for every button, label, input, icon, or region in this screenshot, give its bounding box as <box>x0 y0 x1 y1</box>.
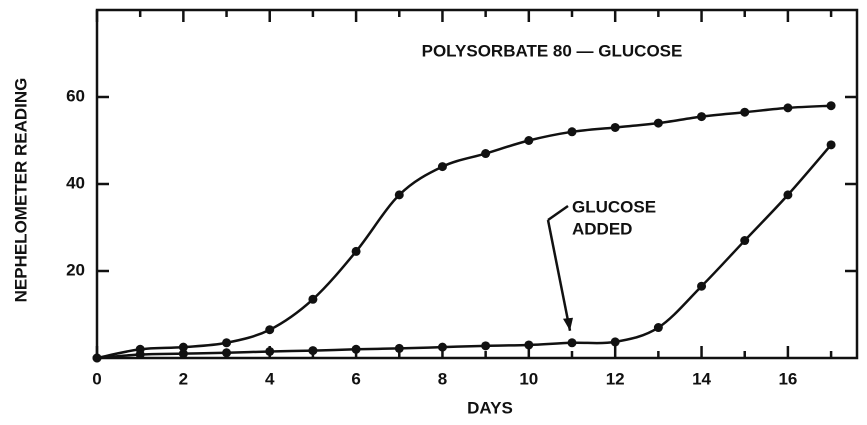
x-tick-label: 6 <box>351 369 360 388</box>
data-point <box>308 346 318 356</box>
data-point <box>351 246 361 256</box>
series-line <box>96 104 832 360</box>
data-point <box>351 344 361 354</box>
data-point <box>697 281 707 291</box>
x-axis-label: DAYS <box>467 398 513 417</box>
y-tick-label: 20 <box>66 260 85 279</box>
data-point <box>610 122 620 132</box>
data-point <box>610 337 620 347</box>
data-point <box>481 149 491 159</box>
annotation: GLUCOSE <box>572 197 656 216</box>
data-point <box>135 350 145 360</box>
data-point <box>783 190 793 200</box>
data-point <box>783 103 793 113</box>
plot-frame <box>95 8 859 360</box>
y-tick-label: 60 <box>66 86 85 105</box>
x-tick-label: 8 <box>438 369 447 388</box>
data-point <box>394 190 404 200</box>
data-point <box>178 342 188 352</box>
data-point <box>437 162 447 172</box>
data-point <box>697 112 707 122</box>
data-point <box>481 341 491 351</box>
data-point <box>524 340 534 350</box>
data-point <box>308 294 318 304</box>
data-point <box>437 342 447 352</box>
data-point <box>740 236 750 246</box>
data-point <box>265 325 275 335</box>
x-tick-label: 10 <box>519 369 538 388</box>
x-tick-label: 2 <box>179 369 188 388</box>
data-point <box>265 346 275 356</box>
data-point <box>826 140 836 150</box>
annotation: ADDED <box>572 219 632 238</box>
data-point <box>740 107 750 117</box>
x-tick-label: 0 <box>92 369 101 388</box>
data-point <box>524 136 534 145</box>
x-tick-label: 16 <box>778 369 797 388</box>
data-point <box>222 338 232 348</box>
y-tick-label: 40 <box>66 173 85 192</box>
series-line <box>96 144 833 360</box>
annotation-arrow <box>546 219 572 332</box>
data-point <box>567 127 577 137</box>
data-point <box>653 323 663 333</box>
chart-title: POLYSORBATE 80 — GLUCOSE <box>422 41 683 60</box>
y-axis-label: NEPHELOMETER READING <box>11 78 30 303</box>
data-point <box>222 348 232 358</box>
annotation-arrow <box>547 204 569 222</box>
x-tick-label: 14 <box>692 369 711 388</box>
annotation-arrowhead <box>563 317 573 331</box>
x-tick-label: 4 <box>265 369 275 388</box>
x-tick-label: 12 <box>606 369 625 388</box>
data-point <box>92 353 102 363</box>
data-point <box>178 349 188 359</box>
data-point <box>826 101 836 111</box>
data-point <box>653 118 663 128</box>
data-point <box>394 343 404 353</box>
data-point <box>567 338 577 348</box>
